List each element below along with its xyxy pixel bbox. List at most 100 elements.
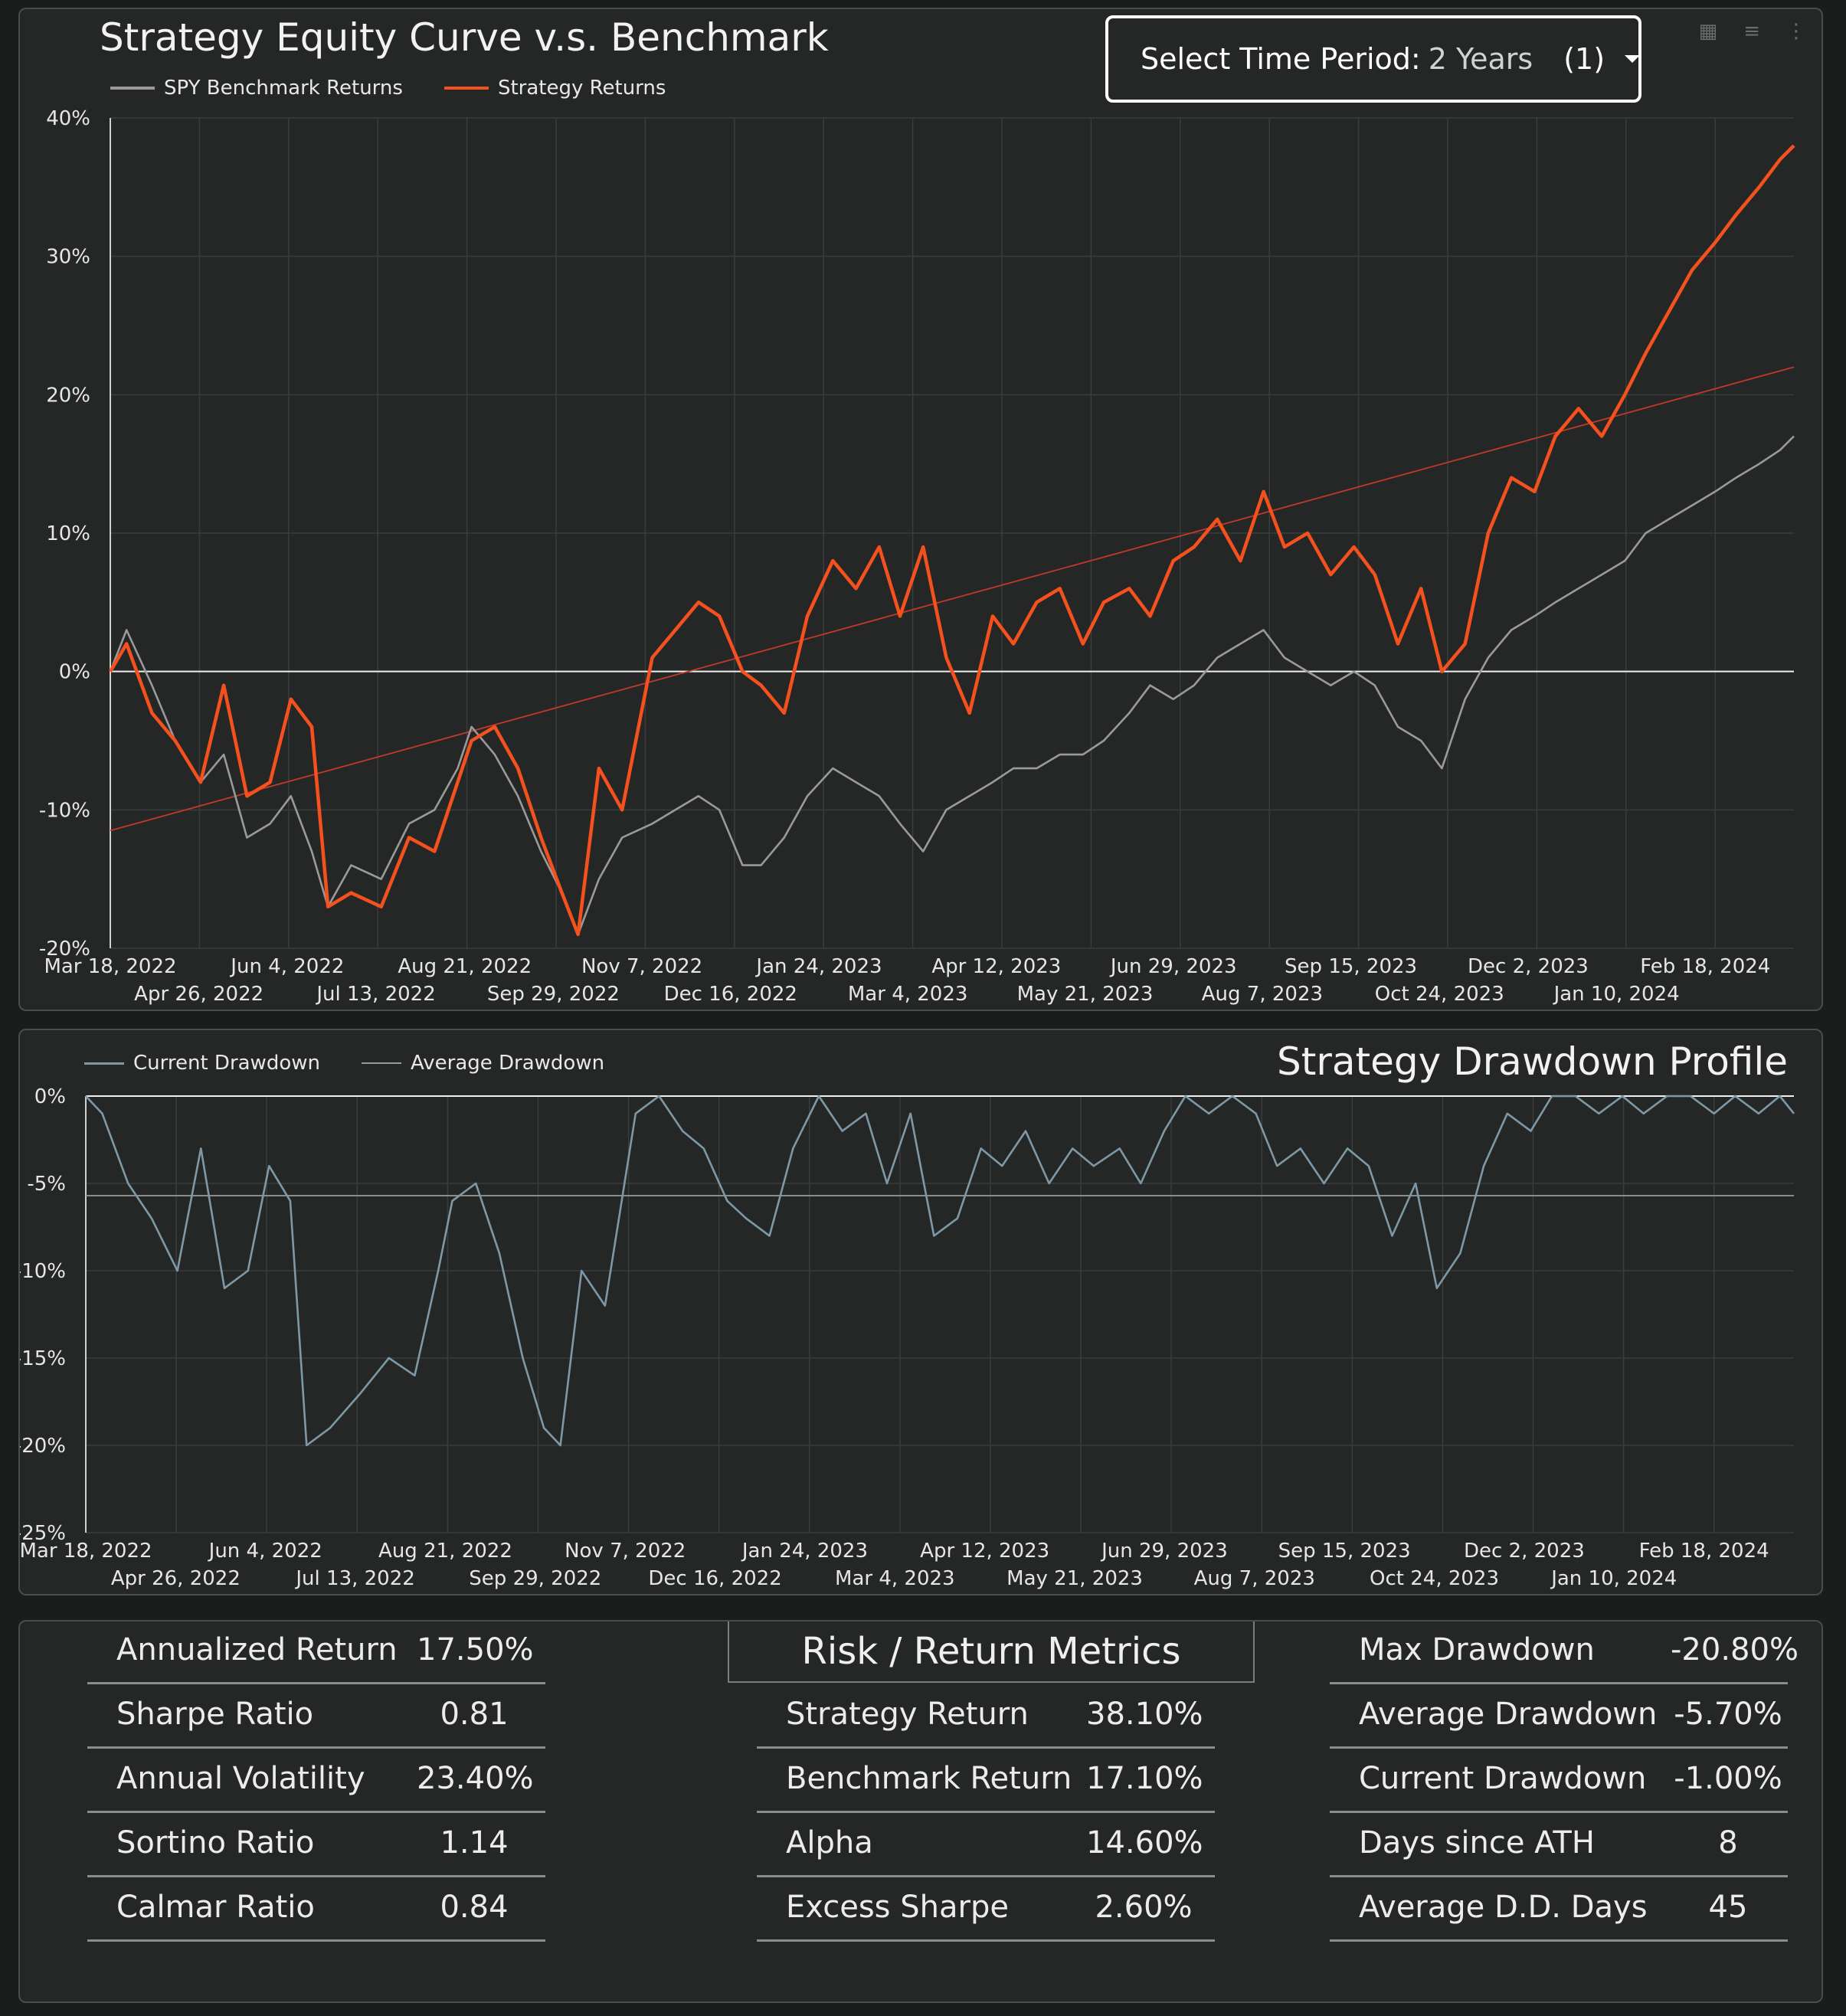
y-tick-label: -20% bbox=[20, 1435, 66, 1458]
y-tick-label: 0% bbox=[34, 1085, 66, 1108]
metric-row: Benchmark Return 17.10% bbox=[757, 1750, 1215, 1813]
time-period-label: Select Time Period: bbox=[1141, 42, 1421, 76]
y-tick-label: -15% bbox=[20, 1347, 66, 1370]
x-tick-label: Mar 18, 2022 bbox=[20, 1540, 152, 1563]
metric-value: -5.70% bbox=[1674, 1697, 1782, 1732]
x-tick-label: Nov 7, 2022 bbox=[581, 955, 702, 978]
metric-row: Annual Volatility 23.40% bbox=[87, 1750, 545, 1813]
x-tick-label: Oct 24, 2023 bbox=[1370, 1567, 1499, 1590]
metric-row: Sortino Ratio 1.14 bbox=[87, 1815, 545, 1877]
metrics-title: Risk / Return Metrics bbox=[728, 1622, 1255, 1683]
x-tick-label: Jun 29, 2023 bbox=[1100, 1540, 1228, 1563]
time-period-count: (1) bbox=[1563, 42, 1605, 76]
metric-row: Annualized Return 17.50% bbox=[87, 1622, 545, 1684]
filter-icon[interactable]: ≡ bbox=[1743, 20, 1760, 43]
metric-label: Sharpe Ratio bbox=[116, 1697, 314, 1732]
metric-row: Calmar Ratio 0.84 bbox=[87, 1879, 545, 1942]
more-vert-icon[interactable]: ⋮ bbox=[1786, 20, 1806, 43]
y-tick-label: 40% bbox=[46, 107, 90, 130]
x-tick-label: Oct 24, 2023 bbox=[1375, 983, 1504, 1006]
x-tick-label: Feb 18, 2024 bbox=[1639, 1540, 1769, 1563]
benchmark-legend-label[interactable]: SPY Benchmark Returns bbox=[164, 77, 403, 100]
x-tick-label: Mar 4, 2023 bbox=[848, 983, 968, 1006]
x-tick-label: Jan 24, 2023 bbox=[741, 1540, 868, 1563]
metric-label: Annualized Return bbox=[116, 1632, 398, 1667]
x-tick-label: Apr 26, 2022 bbox=[111, 1567, 241, 1590]
x-tick-label: Dec 16, 2022 bbox=[664, 983, 797, 1006]
metric-row: Current Drawdown -1.00% bbox=[1330, 1750, 1788, 1813]
metric-label: Current Drawdown bbox=[1359, 1761, 1647, 1796]
metric-label: Benchmark Return bbox=[786, 1761, 1072, 1796]
metric-value: 17.10% bbox=[1086, 1761, 1203, 1796]
x-tick-label: Aug 21, 2022 bbox=[398, 955, 532, 978]
y-tick-label: -10% bbox=[20, 1260, 66, 1283]
time-period-select[interactable]: Select Time Period: 2 Years (1) bbox=[1105, 15, 1641, 103]
metric-row: Strategy Return 38.10% bbox=[757, 1686, 1215, 1749]
equity-legend[interactable]: SPY Benchmark Returns Strategy Returns bbox=[110, 77, 666, 100]
x-tick-label: Sep 29, 2022 bbox=[469, 1567, 601, 1590]
metric-value: 2.60% bbox=[1095, 1890, 1193, 1925]
metric-label: Calmar Ratio bbox=[116, 1890, 315, 1925]
benchmark-legend-swatch bbox=[110, 87, 155, 90]
y-tick-label: -20% bbox=[39, 938, 90, 961]
metric-label: Alpha bbox=[786, 1825, 873, 1861]
current-drawdown-legend-swatch bbox=[84, 1062, 124, 1065]
metric-row: Alpha 14.60% bbox=[757, 1815, 1215, 1877]
metric-label: Sortino Ratio bbox=[116, 1825, 315, 1861]
x-tick-label: May 21, 2023 bbox=[1017, 983, 1154, 1006]
x-tick-label: Jan 10, 2024 bbox=[1550, 1567, 1677, 1590]
x-tick-label: Dec 16, 2022 bbox=[648, 1567, 781, 1590]
metric-row: Days since ATH 8 bbox=[1330, 1815, 1788, 1877]
equity-chart-panel: Strategy Equity Curve v.s. Benchmark SPY… bbox=[18, 8, 1823, 1011]
y-tick-label: -25% bbox=[20, 1522, 66, 1545]
x-tick-label: Mar 4, 2023 bbox=[835, 1567, 955, 1590]
x-tick-label: Apr 26, 2022 bbox=[134, 983, 263, 1006]
x-tick-label: Feb 18, 2024 bbox=[1640, 955, 1770, 978]
trend-line bbox=[110, 366, 1795, 832]
x-tick-label: Mar 18, 2022 bbox=[44, 955, 176, 978]
x-tick-label: Apr 12, 2023 bbox=[920, 1540, 1049, 1563]
chart-options-icon[interactable]: ▦ bbox=[1698, 20, 1718, 43]
metric-row: Average D.D. Days 45 bbox=[1330, 1879, 1788, 1942]
x-tick-label: Jun 4, 2022 bbox=[229, 955, 344, 978]
x-tick-label: Jan 24, 2023 bbox=[754, 955, 882, 978]
metric-row: Excess Sharpe 2.60% bbox=[757, 1879, 1215, 1942]
metric-row: Max Drawdown -20.80% bbox=[1330, 1622, 1799, 1684]
time-period-value: 2 Years bbox=[1428, 42, 1533, 76]
metric-value: -20.80% bbox=[1671, 1632, 1799, 1667]
metric-label: Excess Sharpe bbox=[786, 1890, 1009, 1925]
x-tick-label: Jul 13, 2022 bbox=[294, 1567, 414, 1590]
metric-label: Days since ATH bbox=[1359, 1825, 1595, 1861]
metric-row: Average Drawdown -5.70% bbox=[1330, 1686, 1788, 1749]
strategy-legend-label[interactable]: Strategy Returns bbox=[497, 77, 666, 100]
metric-value: 0.84 bbox=[440, 1890, 509, 1925]
drawdown-legend[interactable]: Current Drawdown Average Drawdown bbox=[84, 1052, 604, 1075]
y-tick-label: 0% bbox=[59, 661, 90, 684]
x-tick-label: Sep 15, 2023 bbox=[1285, 955, 1417, 978]
strategy-returns-line bbox=[109, 144, 1795, 937]
x-tick-label: Aug 7, 2023 bbox=[1202, 983, 1323, 1006]
spy-benchmark-returns-line bbox=[109, 435, 1795, 936]
x-tick-label: Sep 29, 2022 bbox=[487, 983, 620, 1006]
y-tick-label: 30% bbox=[46, 246, 90, 269]
x-tick-label: Jul 13, 2022 bbox=[315, 983, 435, 1006]
metric-label: Strategy Return bbox=[786, 1697, 1029, 1732]
metric-label: Average D.D. Days bbox=[1359, 1890, 1648, 1925]
strategy-legend-swatch bbox=[443, 87, 489, 90]
current-drawdown-legend-label[interactable]: Current Drawdown bbox=[133, 1052, 320, 1075]
metric-value: 1.14 bbox=[440, 1825, 509, 1861]
equity-chart-title: Strategy Equity Curve v.s. Benchmark bbox=[100, 15, 829, 60]
metric-value: 45 bbox=[1708, 1890, 1748, 1925]
chart-toolbar: ▦ ≡ ⋮ bbox=[1699, 20, 1806, 43]
chevron-down-icon[interactable] bbox=[1625, 55, 1641, 63]
x-tick-label: Dec 2, 2023 bbox=[1468, 955, 1589, 978]
y-tick-label: -10% bbox=[39, 799, 90, 822]
average-drawdown-legend-label[interactable]: Average Drawdown bbox=[410, 1052, 605, 1075]
metric-label: Average Drawdown bbox=[1359, 1697, 1658, 1732]
x-tick-label: Jan 10, 2024 bbox=[1553, 983, 1680, 1006]
x-tick-label: May 21, 2023 bbox=[1006, 1567, 1143, 1590]
metric-value: 23.40% bbox=[417, 1761, 534, 1796]
metric-value: 17.50% bbox=[417, 1632, 534, 1667]
metric-value: 14.60% bbox=[1086, 1825, 1203, 1861]
metric-value: 38.10% bbox=[1086, 1697, 1203, 1732]
